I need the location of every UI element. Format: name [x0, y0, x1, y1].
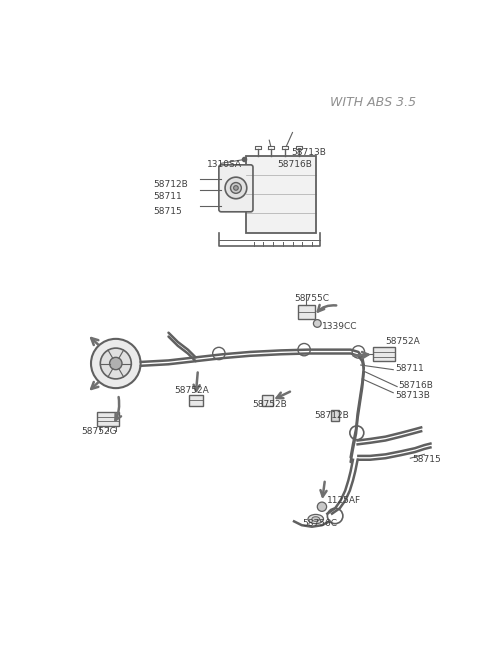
- Text: WITH ABS 3.5: WITH ABS 3.5: [330, 96, 417, 109]
- Text: 58752B: 58752B: [252, 400, 287, 409]
- Text: 58715: 58715: [413, 455, 442, 464]
- Text: 58715: 58715: [153, 206, 182, 215]
- Text: 58712B: 58712B: [314, 411, 349, 421]
- Bar: [262, 395, 273, 406]
- Circle shape: [327, 508, 343, 523]
- Circle shape: [352, 346, 365, 358]
- Text: 1339CC: 1339CC: [322, 322, 358, 331]
- Text: 58755C: 58755C: [294, 293, 329, 303]
- Circle shape: [91, 339, 141, 388]
- Circle shape: [234, 185, 238, 190]
- Text: 1125AF: 1125AF: [327, 496, 361, 505]
- Circle shape: [100, 348, 132, 379]
- Circle shape: [213, 347, 225, 360]
- Text: 58716B: 58716B: [277, 160, 312, 170]
- Circle shape: [317, 502, 326, 512]
- Circle shape: [350, 426, 364, 440]
- Circle shape: [313, 320, 321, 328]
- Bar: [331, 409, 339, 421]
- Circle shape: [298, 343, 311, 356]
- Circle shape: [225, 177, 247, 198]
- Bar: [298, 305, 315, 319]
- Text: 58712B: 58712B: [153, 180, 188, 189]
- Text: 58711: 58711: [153, 192, 182, 201]
- Bar: [97, 412, 119, 426]
- Text: 58711: 58711: [395, 364, 423, 373]
- FancyBboxPatch shape: [219, 165, 253, 212]
- Text: 58713B: 58713B: [291, 148, 326, 157]
- Text: 58713B: 58713B: [395, 391, 430, 400]
- Text: 58752A: 58752A: [175, 386, 209, 395]
- Bar: [373, 347, 395, 361]
- Ellipse shape: [312, 517, 320, 521]
- Text: 58752G: 58752G: [82, 427, 117, 436]
- Text: 1310SA: 1310SA: [207, 160, 242, 170]
- Text: 58756C: 58756C: [302, 519, 337, 528]
- Circle shape: [230, 183, 241, 193]
- Text: 58752A: 58752A: [385, 337, 420, 346]
- Text: 58716B: 58716B: [398, 381, 433, 390]
- Ellipse shape: [308, 514, 324, 523]
- Circle shape: [109, 358, 122, 369]
- Bar: [189, 395, 203, 406]
- Bar: [246, 156, 316, 233]
